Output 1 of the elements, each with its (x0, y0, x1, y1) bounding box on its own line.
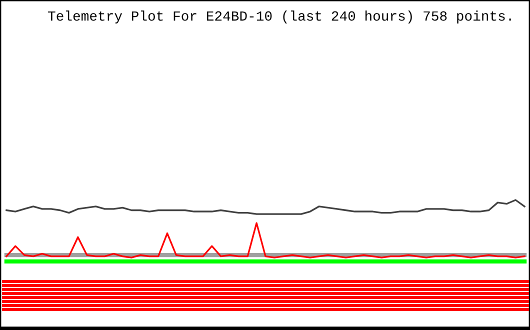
chart-title: Telemetry Plot For E24BD-10 (last 240 hours) 758 points. (48, 10, 511, 24)
